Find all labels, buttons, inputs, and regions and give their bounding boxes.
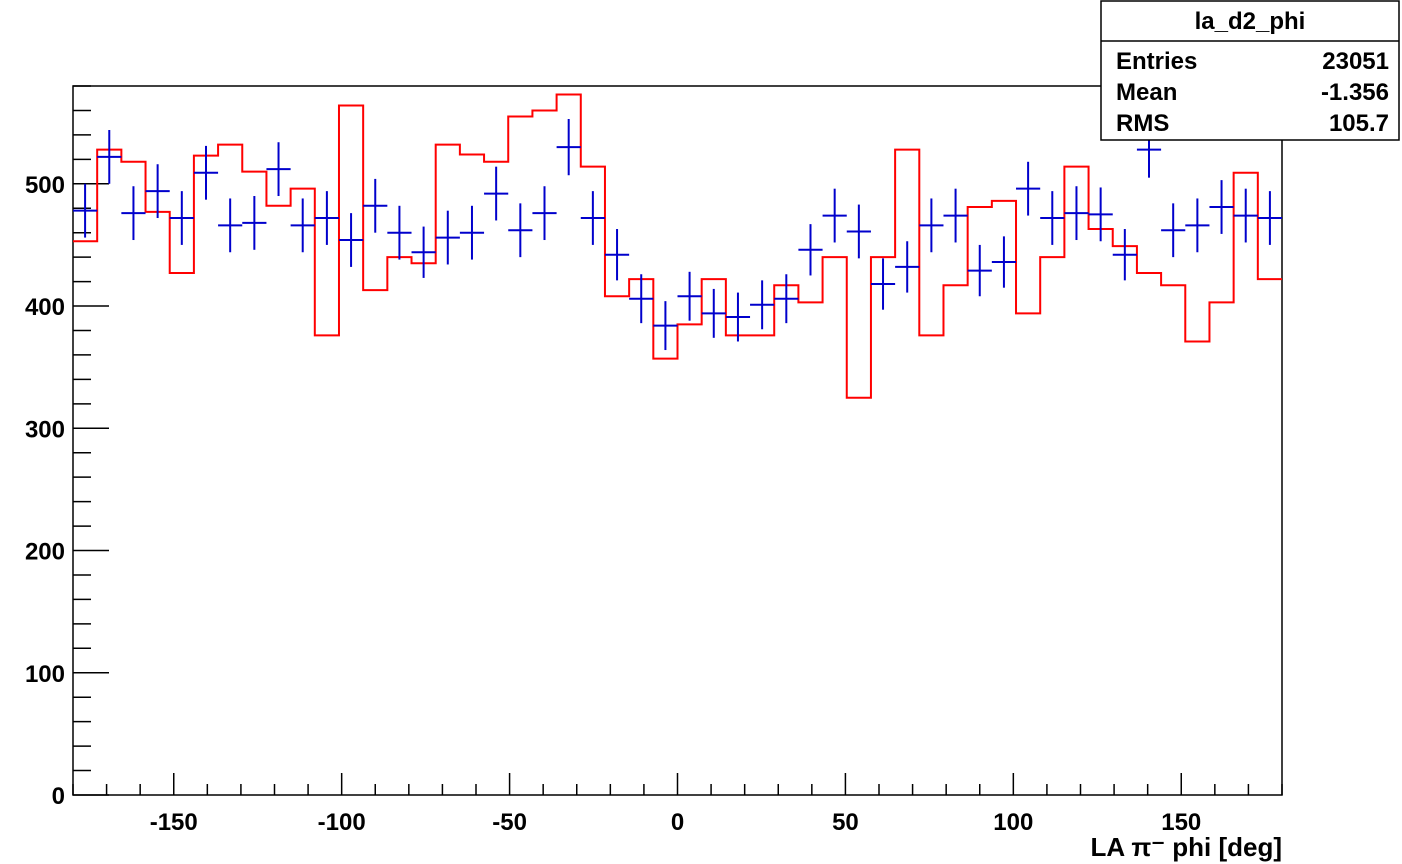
x-tick-label: 50: [832, 809, 859, 836]
data-point: [1185, 198, 1210, 253]
data-point: [991, 236, 1017, 288]
data-point: [532, 186, 557, 241]
data-point: [1112, 229, 1137, 281]
data-point: [459, 205, 485, 260]
data-point: [653, 301, 678, 351]
y-tick-label: 200: [25, 539, 65, 566]
data-point: [73, 183, 98, 238]
data-point: [1233, 188, 1258, 243]
stats-entries-value: 23051: [1322, 48, 1389, 75]
data-point: [1209, 180, 1234, 234]
y-tick-label: 500: [25, 172, 65, 199]
data-point: [218, 198, 243, 253]
data-point: [290, 198, 315, 253]
data-point: [846, 204, 871, 259]
data-point: [629, 274, 654, 324]
data-point: [750, 280, 775, 330]
x-tick-label: 0: [671, 809, 684, 836]
data-point: [1016, 161, 1041, 216]
data-point: [919, 198, 944, 253]
data-point: [484, 166, 509, 221]
data-point: [1257, 191, 1282, 245]
points-series: [73, 119, 1282, 351]
data-point: [1088, 187, 1113, 242]
data-point: [580, 191, 605, 245]
data-point: [363, 178, 388, 233]
y-tick-label: 300: [25, 416, 65, 443]
histogram-series: [73, 93, 1282, 399]
data-point: [242, 196, 267, 250]
data-point: [314, 191, 339, 245]
stats-box: la_d2_phi Entries 23051 Mean -1.356 RMS …: [1100, 0, 1400, 141]
y-tick-label: 0: [52, 783, 65, 810]
stats-mean-label: Mean: [1116, 79, 1177, 106]
stats-mean-value: -1.356: [1321, 79, 1389, 106]
x-tick-label: -150: [150, 809, 198, 836]
data-point: [798, 224, 823, 276]
x-tick-label: -100: [318, 809, 366, 836]
data-point: [1161, 203, 1186, 258]
data-point: [435, 210, 460, 265]
data-point: [266, 142, 291, 197]
stats-entries-label: Entries: [1116, 48, 1197, 75]
data-point: [701, 288, 726, 338]
data-point: [943, 188, 968, 243]
data-point: [169, 191, 194, 245]
data-point: [556, 119, 581, 176]
data-point: [411, 226, 436, 278]
data-point: [387, 205, 412, 260]
data-point: [967, 244, 992, 297]
x-tick-label: 150: [1161, 809, 1201, 836]
x-tick-label: 100: [993, 809, 1033, 836]
data-point: [145, 164, 170, 219]
data-point: [338, 213, 364, 267]
data-point: [1040, 191, 1065, 245]
data-point: [870, 258, 896, 310]
stats-box-frame: [1100, 0, 1400, 141]
data-point: [895, 241, 920, 293]
x-tick-label: -50: [492, 809, 527, 836]
x-axis-title: LA π⁻ phi [deg]: [1090, 832, 1282, 862]
data-point: [508, 203, 533, 258]
data-point: [822, 188, 847, 243]
y-tick-label: 400: [25, 294, 65, 321]
y-tick-label: 100: [25, 661, 65, 688]
histogram-step-line: [73, 93, 1282, 399]
axis-ticks: -150 -100 -50 0 50 100 150 0 100 200 300 400 500: [25, 85, 1283, 836]
stats-box-title: la_d2_phi: [1195, 8, 1306, 35]
data-point: [774, 274, 799, 324]
data-point: [97, 130, 122, 184]
data-point: [121, 186, 146, 241]
data-point: [604, 229, 630, 281]
stats-rms-value: 105.7: [1329, 110, 1389, 137]
data-point: [725, 292, 751, 342]
data-point: [193, 145, 219, 200]
stats-rms-label: RMS: [1116, 110, 1169, 137]
data-point: [1064, 186, 1089, 241]
data-point: [677, 271, 702, 321]
